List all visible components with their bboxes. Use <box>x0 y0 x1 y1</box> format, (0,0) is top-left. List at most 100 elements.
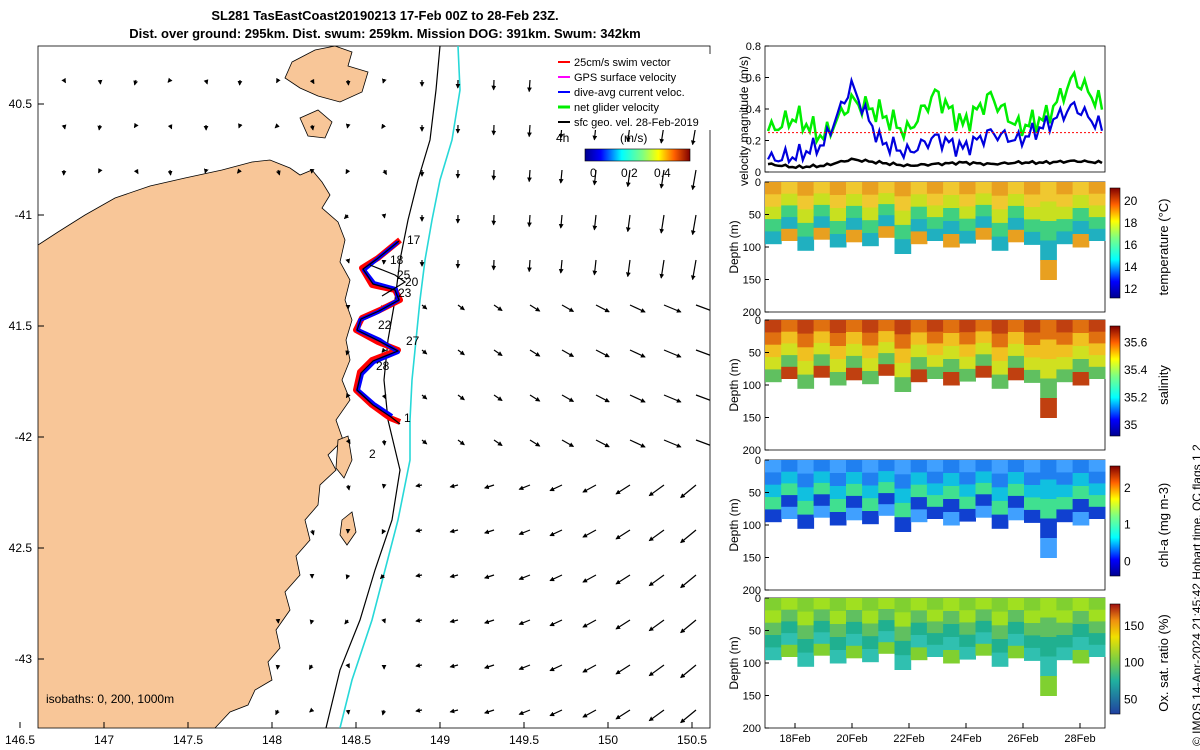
velocity-vector <box>663 394 682 403</box>
figure-title-line-1: SL281 TasEastCoast20190213 17-Feb 00Z to… <box>211 8 559 23</box>
profile-cell <box>781 483 798 496</box>
profile-cell <box>910 622 928 636</box>
profile-cell <box>959 206 976 220</box>
colorbar-tick-label: 35.6 <box>1124 336 1148 350</box>
profile-cell <box>846 483 863 497</box>
depth-tick-label: 150 <box>743 691 761 703</box>
time-tick-label: 18Feb <box>779 733 810 745</box>
profile-cell <box>878 642 895 654</box>
profile-cell <box>959 484 976 498</box>
velocity-vector <box>415 573 423 578</box>
velocity-vector <box>167 77 173 83</box>
profile-cell <box>829 499 847 513</box>
velocity-vector <box>97 79 103 85</box>
profile-cell <box>1024 460 1041 473</box>
depth-tick-label: 150 <box>743 275 761 287</box>
velocity-vector <box>595 439 610 448</box>
profile-cell <box>797 333 815 348</box>
profile-cell <box>813 643 831 656</box>
profile-cell <box>975 482 993 495</box>
profile-cell <box>781 366 798 379</box>
profile-cell <box>926 228 944 241</box>
velocity-vector <box>680 574 697 589</box>
profile-cell <box>862 610 879 624</box>
velocity-vector <box>343 213 350 220</box>
velocity-ylabel: velocity magnitude (m/s) <box>737 55 751 186</box>
profile-cell <box>991 514 1009 529</box>
velocity-vector <box>561 349 575 358</box>
colorbar-tick-label: 35.2 <box>1124 391 1148 405</box>
profile-cell <box>910 460 928 473</box>
velocity-vector <box>344 619 350 625</box>
velocity-vector <box>561 304 575 313</box>
velocity-vector <box>549 619 563 627</box>
profile-cell <box>1088 471 1106 484</box>
velocity-vector <box>527 79 532 93</box>
profile-cell <box>862 649 879 663</box>
profile-cell <box>846 610 863 623</box>
profile-cell <box>797 487 815 502</box>
profile-cell <box>1072 182 1090 196</box>
profile-cell <box>943 460 960 474</box>
profile-cell <box>781 460 798 473</box>
depth-tick-label: 50 <box>749 210 761 222</box>
profile-cell <box>1007 332 1025 345</box>
colorbar-tick-label: 20 <box>1124 194 1138 208</box>
profile-cell <box>943 499 960 513</box>
profile-cell <box>1056 635 1074 648</box>
profile-cell <box>975 227 993 240</box>
profile-cell <box>813 204 831 217</box>
profile-cell <box>959 230 976 244</box>
profile-cell <box>1056 497 1074 510</box>
velocity-vector <box>310 529 315 536</box>
colorbar-tick-label: 100 <box>1124 656 1144 670</box>
velocity-vector <box>381 528 387 535</box>
profile-cell <box>781 633 798 646</box>
depth-tick-label: 0 <box>755 315 761 327</box>
time-tick-label: 22Feb <box>893 733 924 745</box>
velocity-vector <box>421 394 428 400</box>
velocity-series-line <box>766 69 1104 146</box>
depth-tick-label: 50 <box>749 488 761 500</box>
profile-cell <box>991 195 1009 210</box>
velocity-vector <box>549 664 563 672</box>
profile-cell <box>797 639 815 654</box>
profile-cell <box>781 609 798 622</box>
profile-cell <box>765 219 782 232</box>
profile-cell <box>862 207 879 221</box>
profile-cell <box>829 208 847 222</box>
profile-cell <box>846 472 863 485</box>
profile-cell <box>1056 647 1074 661</box>
profile-cell <box>975 460 993 472</box>
profile-cell <box>813 482 831 495</box>
profile-cell <box>1056 344 1074 358</box>
profile-cell <box>959 182 976 195</box>
velocity-vector <box>663 439 682 448</box>
colorbar-tick-label: 12 <box>1124 282 1138 296</box>
velocity-vector <box>415 663 423 668</box>
profile-cell <box>829 182 847 196</box>
velocity-vector <box>381 347 387 353</box>
profile-cell <box>862 371 879 385</box>
isobath-200m <box>325 46 441 728</box>
depth-tick-label: 0 <box>755 177 761 189</box>
map-ytick-label: -43 <box>15 652 33 666</box>
profile-cell <box>991 625 1009 640</box>
profile-cell <box>926 609 944 622</box>
velocity-vector <box>167 169 173 176</box>
profile-cell <box>862 194 879 208</box>
profile-cell <box>959 508 976 522</box>
velocity-panel: 0 0.2 0.4 0.6 0.8 <box>746 41 1106 179</box>
profile-cell <box>926 483 944 496</box>
map-xtick-label: 150 <box>598 733 618 747</box>
velocity-vector <box>309 124 315 131</box>
profile-cell <box>813 494 831 507</box>
velocity-vector <box>595 394 610 403</box>
day-label: 17 <box>407 233 421 247</box>
velocity-vector <box>629 439 646 448</box>
tasmania-landmass <box>38 159 353 728</box>
velocity-vector <box>518 619 531 626</box>
profile-cell <box>959 320 976 333</box>
depth-tick-label: 100 <box>743 520 761 532</box>
day-label: 20 <box>405 275 419 289</box>
